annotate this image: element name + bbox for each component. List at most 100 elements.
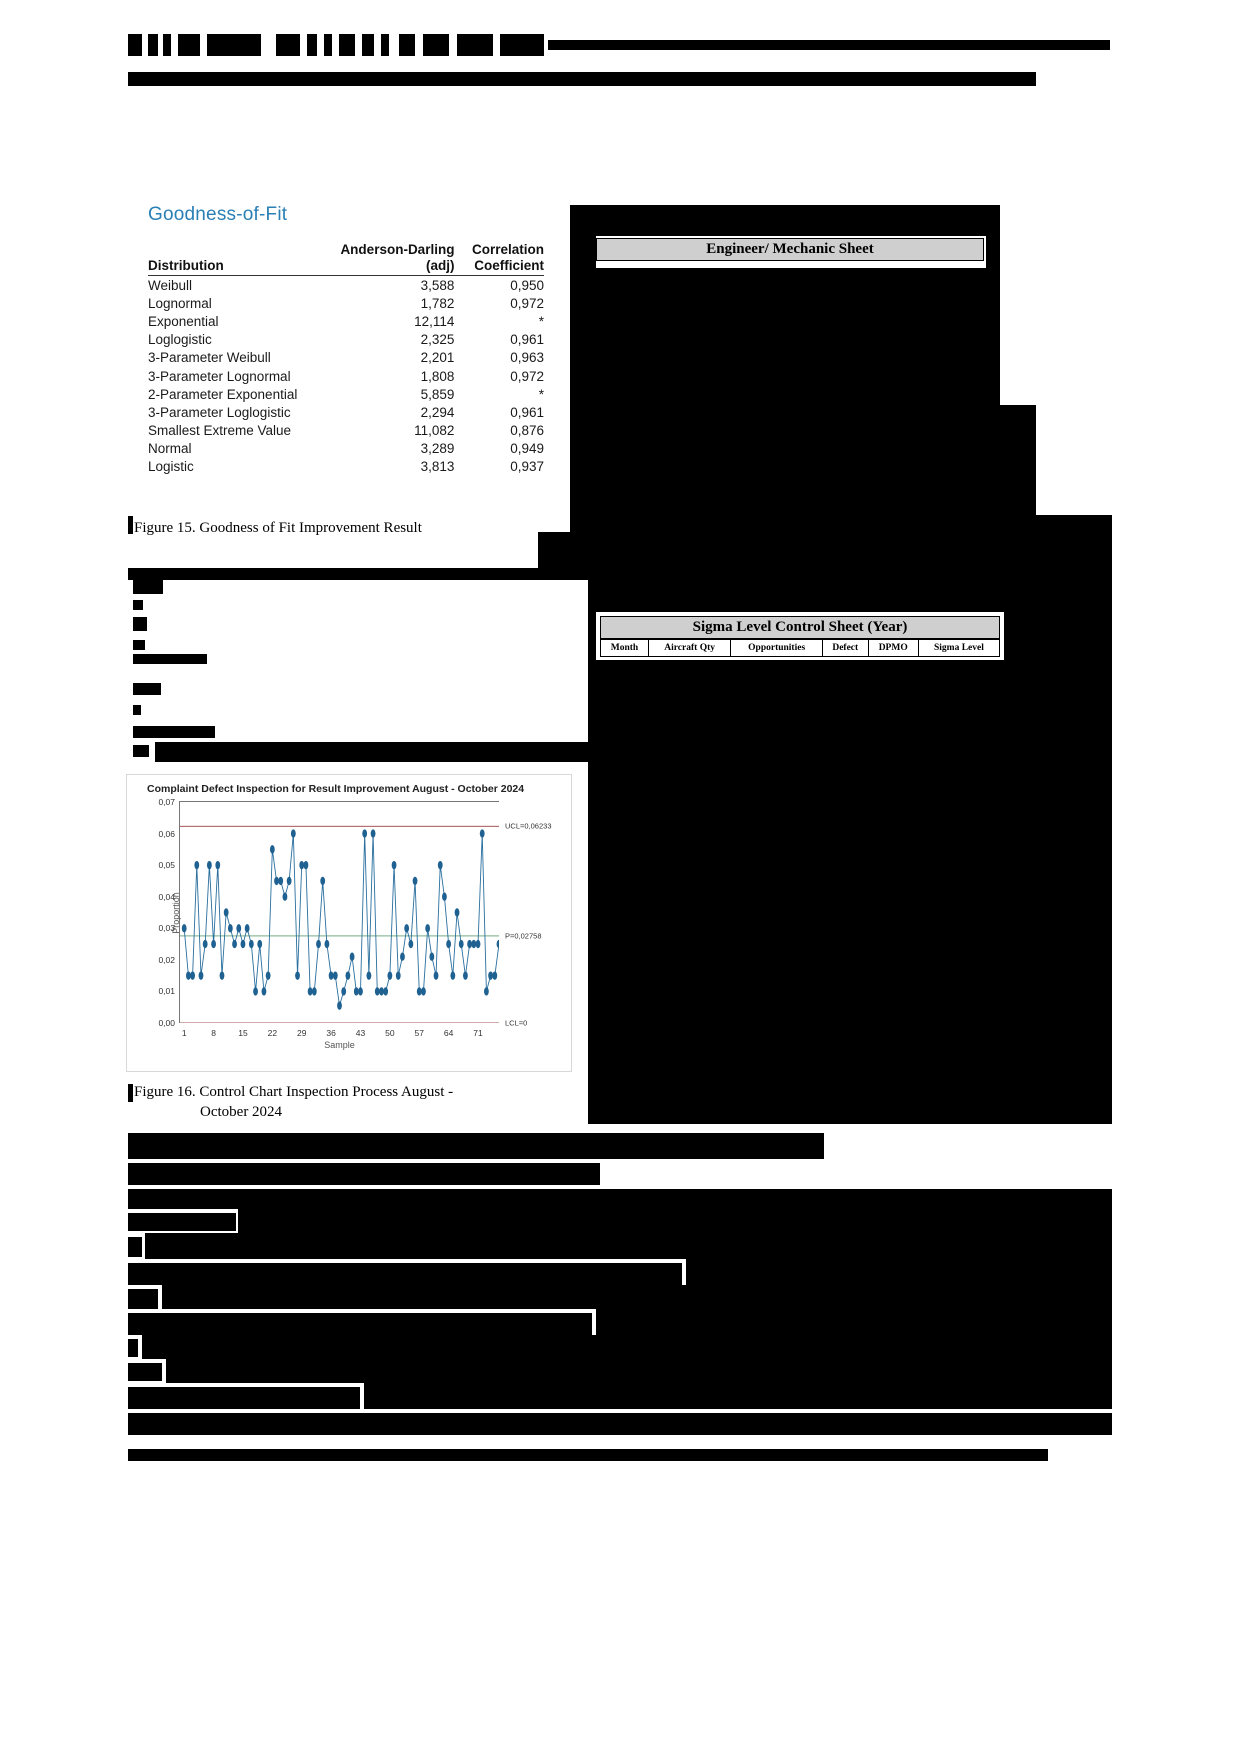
table-row: 3-Parameter Weibull 2,201 0,963 xyxy=(148,349,544,367)
gof-correlation-coefficient: 0,972 xyxy=(510,295,544,311)
figure-16-caption-line1: Figure 16. Control Chart Inspection Proc… xyxy=(134,1084,454,1100)
chart-data-point xyxy=(244,924,250,933)
chart-data-point xyxy=(395,971,401,980)
chart-x-axis-label: Sample xyxy=(324,1040,355,1050)
chart-y-tick-label: 0,06 xyxy=(158,828,175,839)
gof-anderson-darling: 12,114 xyxy=(414,313,455,329)
redaction-bar xyxy=(500,34,544,56)
engineer-mechanic-sheet: Engineer/ Mechanic Sheet xyxy=(596,238,984,264)
gof-distribution: Weibull xyxy=(148,277,193,293)
table-row: 3-Parameter Loglogistic 2,294 0,961 xyxy=(148,403,544,421)
chart-series-svg xyxy=(180,802,499,1023)
chart-data-point xyxy=(425,924,431,933)
chart-data-point xyxy=(479,829,485,838)
gof-header-blank xyxy=(148,242,321,258)
chart-data-point xyxy=(362,829,368,838)
chart-x-tick-label: 43 xyxy=(355,1028,366,1038)
sigma-level-sheet-title: Sigma Level Control Sheet (Year) xyxy=(600,616,1000,639)
chart-data-point xyxy=(408,939,414,949)
chart-data-point xyxy=(353,987,359,996)
redaction-bar xyxy=(339,34,355,56)
redaction-bar xyxy=(133,745,149,757)
table-row: Smallest Extreme Value 11,082 0,876 xyxy=(148,422,544,440)
chart-data-point xyxy=(303,860,309,870)
table-row: 2-Parameter Exponential 5,859 * xyxy=(148,385,544,403)
chart-data-point xyxy=(278,876,284,886)
redaction-bar xyxy=(399,34,415,56)
chart-data-point xyxy=(206,860,212,870)
table-row: Lognormal 1,782 0,972 xyxy=(148,294,544,312)
gof-header-correlation: Correlation xyxy=(471,242,544,257)
sigma-column-header: Aircraft Qty xyxy=(647,639,732,657)
chart-y-tick-label: 0,03 xyxy=(158,923,175,934)
chart-y-tick-label: 0,02 xyxy=(158,954,175,965)
chart-x-tick-label: 29 xyxy=(296,1028,307,1038)
control-chart-figure: Complaint Defect Inspection for Result I… xyxy=(126,774,572,1072)
chart-data-point xyxy=(320,876,326,886)
gof-anderson-darling: 2,201 xyxy=(420,350,455,366)
goodness-of-fit-body: Weibull 3,588 0,950 Lognormal 1,782 0,972 Expo… xyxy=(148,276,544,477)
chart-y-tick-label: 0,05 xyxy=(158,860,175,871)
redaction-bar xyxy=(133,617,147,631)
redaction-block xyxy=(166,1359,1112,1383)
sigma-level-table: Month Aircraft Qty Opportunities Defect DPMO… xyxy=(600,639,1001,657)
sigma-column-header: Month xyxy=(600,639,649,657)
chart-data-point xyxy=(337,1001,342,1010)
table-row: 3-Parameter Lognormal 1,808 0,972 xyxy=(148,367,544,385)
redaction-block xyxy=(155,742,595,762)
chart-data-point xyxy=(446,939,452,949)
redaction-block xyxy=(128,1339,138,1357)
gof-anderson-darling: 3,289 xyxy=(420,441,455,457)
chart-data-point xyxy=(437,860,443,870)
chart-data-point xyxy=(227,924,233,933)
chart-title: Complaint Defect Inspection for Result I… xyxy=(147,783,525,795)
redaction-bar xyxy=(163,34,171,56)
gof-distribution: Loglogistic xyxy=(148,332,212,348)
gof-distribution: Exponential xyxy=(148,313,219,329)
chart-data-point xyxy=(299,860,305,870)
gof-header-adj: (adj) xyxy=(321,258,461,276)
chart-data-point xyxy=(181,924,187,933)
chart-y-tick-label: 0,00 xyxy=(158,1018,175,1028)
figure-15-caption: Figure 15. Goodness of Fit Improvement R… xyxy=(134,520,422,536)
chart-data-point xyxy=(202,939,208,949)
chart-data-point xyxy=(379,987,384,996)
gof-distribution: 2-Parameter Exponential xyxy=(148,386,298,402)
gof-distribution: 3-Parameter Weibull xyxy=(148,350,271,366)
chart-data-point xyxy=(450,971,456,980)
chart-x-tick-label: 15 xyxy=(238,1028,248,1038)
redaction-block xyxy=(128,1163,600,1185)
chart-data-point xyxy=(282,892,288,901)
redaction-block xyxy=(128,1363,162,1381)
redaction-bar xyxy=(133,705,141,715)
redaction-block xyxy=(238,1209,1112,1233)
redaction-cutout xyxy=(1000,205,1112,405)
chart-x-tick-label: 71 xyxy=(473,1028,483,1038)
chart-data-point xyxy=(467,939,473,949)
chart-y-tick-label: 0,04 xyxy=(158,891,175,902)
chart-data-point xyxy=(269,845,275,854)
redaction-bar xyxy=(381,34,389,56)
chart-data-point xyxy=(370,829,376,838)
gof-correlation-coefficient: * xyxy=(538,386,544,402)
chart-data-point xyxy=(190,971,195,980)
sigma-level-header-row: Month Aircraft Qty Opportunities Defect DPMO… xyxy=(600,639,1001,657)
redaction-bar xyxy=(362,34,374,56)
chart-data-point xyxy=(345,971,351,980)
redaction-block xyxy=(364,1383,1112,1409)
chart-y-tick-label: 0,01 xyxy=(158,986,175,997)
gof-distribution: Lognormal xyxy=(148,295,212,311)
gof-distribution: Smallest Extreme Value xyxy=(148,423,292,439)
chart-data-point xyxy=(286,876,292,886)
chart-data-point xyxy=(358,987,363,996)
chart-data-point xyxy=(232,939,237,949)
redaction-block xyxy=(145,1233,1112,1259)
chart-y-tick-label: 0,07 xyxy=(158,797,175,807)
chart-control-limit-label: LCL=0 xyxy=(505,1018,528,1028)
chart-x-tick-label: 57 xyxy=(414,1028,424,1038)
redaction-block xyxy=(128,1133,824,1159)
redaction-block xyxy=(128,1263,682,1285)
chart-control-limit-label: P=0,02758 xyxy=(505,931,542,941)
gof-distribution: 3-Parameter Lognormal xyxy=(148,368,291,384)
figure-16-caption-line2: October 2024 xyxy=(200,1104,283,1121)
